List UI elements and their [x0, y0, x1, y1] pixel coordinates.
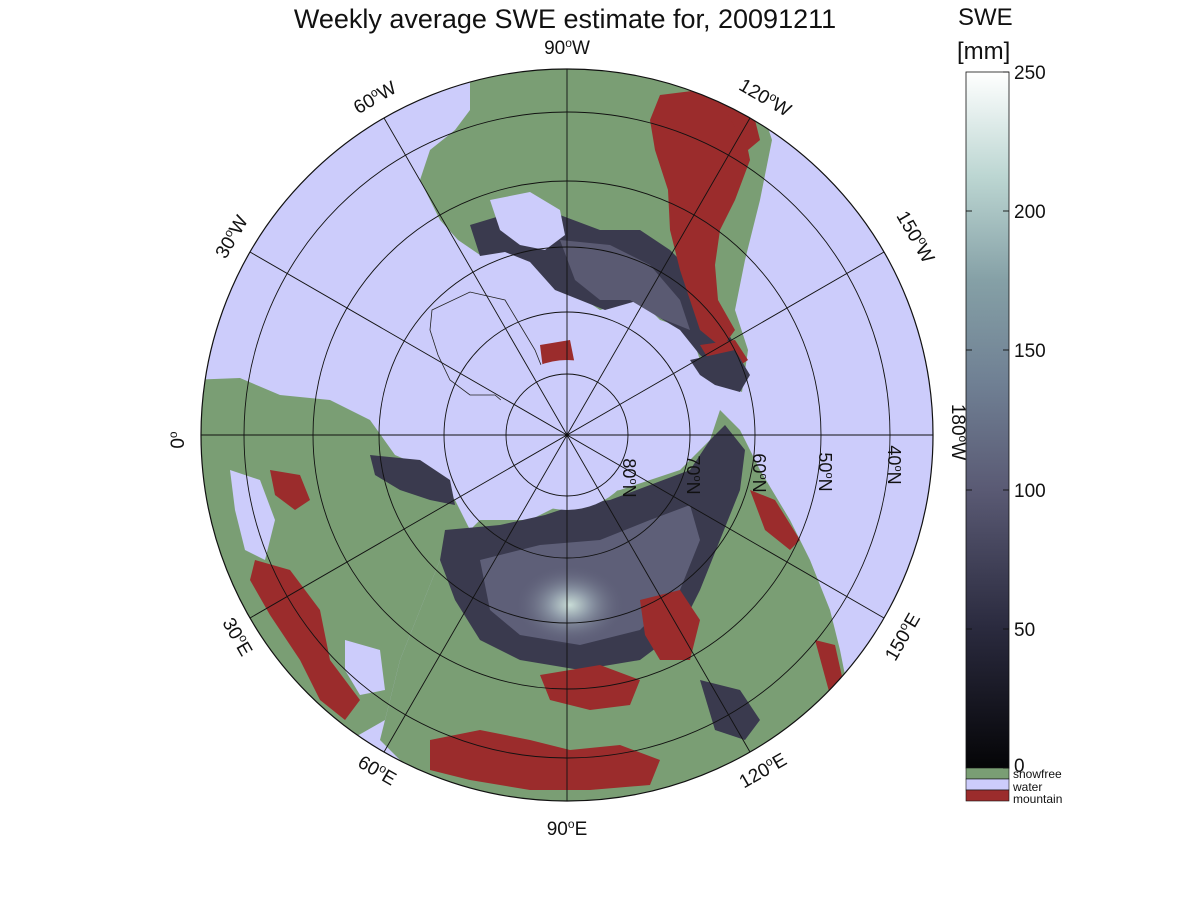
colorbar-unit: [mm]: [957, 38, 1011, 65]
colorbar-tick-150: 150: [1014, 341, 1046, 362]
colorbar-swatch-water: [965, 778, 1010, 791]
mountain-himalaya: [430, 730, 660, 790]
mountain-east-siberia: [640, 590, 700, 660]
label-180w: 180oW: [947, 404, 970, 460]
colorbar-swatch-snowfree: [965, 767, 1010, 780]
label-150e: 150oE: [880, 609, 925, 665]
hudson-bay: [490, 192, 565, 250]
label-50n: 50oN: [815, 452, 835, 491]
colorbar-label-mountain: mountain: [1013, 792, 1062, 806]
label-60n: 60oN: [749, 453, 769, 492]
label-60w: 60oW: [349, 76, 400, 119]
snow-alaska: [690, 350, 750, 392]
colorbar-tick-50: 50: [1014, 620, 1035, 641]
graticule: [201, 69, 933, 801]
label-150w: 150oW: [892, 207, 940, 267]
label-90w: 90oW: [544, 36, 590, 59]
meridian-150-330: [249, 251, 885, 619]
colorbar-tick-250: 250: [1014, 63, 1046, 84]
snow-scandinavia: [370, 455, 455, 505]
colorbar-ticks: [966, 71, 1009, 769]
colorbar-label-snowfree: snowfree: [1013, 767, 1062, 781]
mountain-kamchatka: [750, 490, 800, 550]
map-title: Weekly average SWE estimate for, 2009121…: [293, 4, 837, 34]
mediterranean: [230, 470, 275, 560]
label-0: 0o: [166, 431, 189, 449]
mountain-central-asia: [540, 665, 640, 710]
colorbar-swatch-mountain: [965, 789, 1010, 802]
parallel-labels: 80oN 70oN 60oN 50oN 40oN: [619, 445, 904, 497]
label-80n: 80oN: [619, 458, 639, 497]
colorbar: 0 50 100 150 200 250 snowfree water moun…: [965, 63, 1062, 806]
colorbar-title: SWE: [958, 4, 1013, 31]
mountain-alps: [270, 470, 310, 510]
map-frame: [200, 68, 934, 802]
snow-east-asia: [700, 680, 760, 740]
label-90e: 90oE: [547, 817, 588, 840]
label-70n: 70oN: [683, 455, 703, 494]
colorbar-label-water: water: [1012, 780, 1042, 794]
colorbar-tick-200: 200: [1014, 202, 1046, 223]
mountain-europe: [250, 560, 360, 720]
snow-canada-light: [560, 240, 690, 330]
snow-siberia-max: [515, 565, 625, 645]
label-40n: 40oN: [884, 445, 904, 484]
label-30w: 30oW: [210, 211, 253, 262]
colorbar-tick-0: 0: [1014, 756, 1025, 777]
colorbar-tick-100: 100: [1014, 481, 1046, 502]
colorbar-gradient: [965, 71, 1010, 769]
black-caspian-sea: [345, 640, 385, 695]
